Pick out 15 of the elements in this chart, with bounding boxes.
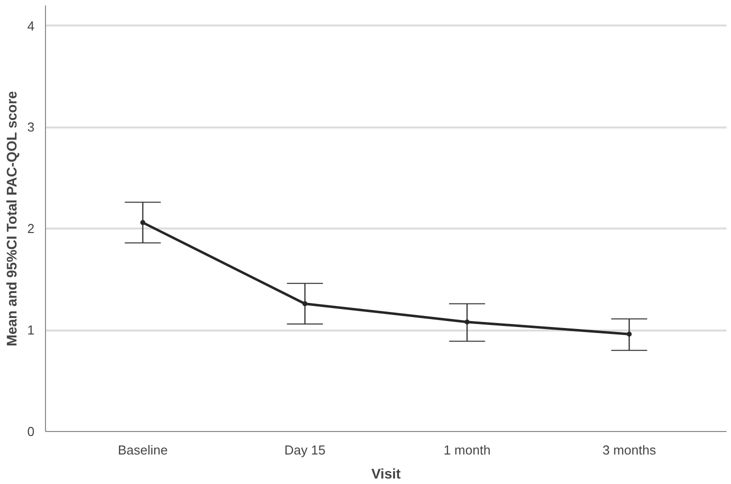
point (140, 220, 146, 226)
point (302, 301, 308, 306)
x-tick-label: Day 15 (284, 442, 326, 458)
y-tick-label: 4 (27, 18, 35, 34)
x-tick-label: 3 months (602, 442, 656, 458)
point (626, 332, 632, 337)
x-tick-label: 1 month (444, 442, 491, 458)
y-axis-title: Mean and 95%CI Total PAC-QOL score (3, 90, 20, 346)
x-axis-title: Visit (371, 466, 401, 482)
x-tick-label: Baseline (118, 442, 168, 458)
y-tick-label: 3 (27, 120, 35, 135)
y-tick-label: 1 (27, 322, 35, 338)
y-tick-label: 0 (27, 424, 35, 439)
y-tick-label: 2 (27, 221, 35, 236)
point (464, 319, 470, 324)
